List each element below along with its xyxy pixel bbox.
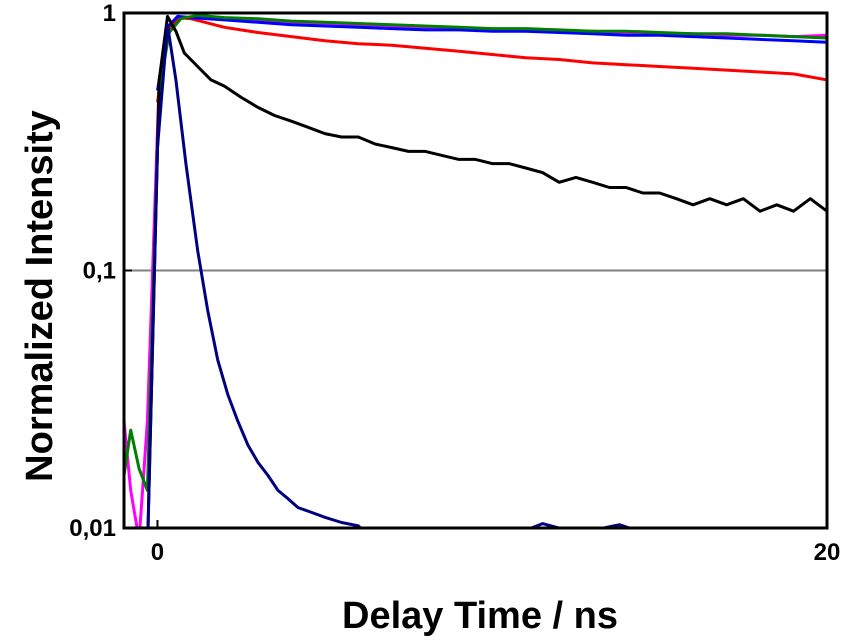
x-tick-label-1: 20 — [814, 539, 841, 566]
series-layer — [124, 13, 827, 528]
y-tick-label-2: 1 — [103, 0, 116, 27]
tick-layer: 0,01 0,1 1 0 20 — [69, 0, 840, 566]
y-tick-label-0: 0,01 — [69, 515, 116, 542]
x-axis-title: Delay Time / ns — [342, 595, 618, 637]
series-line-3 — [124, 13, 827, 492]
series-line-0 — [124, 16, 827, 528]
series-line-4 — [146, 14, 827, 528]
series-line-1 — [156, 16, 827, 103]
y-tick-label-1: 0,1 — [83, 258, 116, 285]
y-axis-title: Normalized Intensity — [19, 110, 61, 482]
series-line-2 — [156, 14, 827, 91]
x-tick-label-0: 0 — [151, 539, 164, 566]
series-line-5 — [146, 23, 634, 528]
